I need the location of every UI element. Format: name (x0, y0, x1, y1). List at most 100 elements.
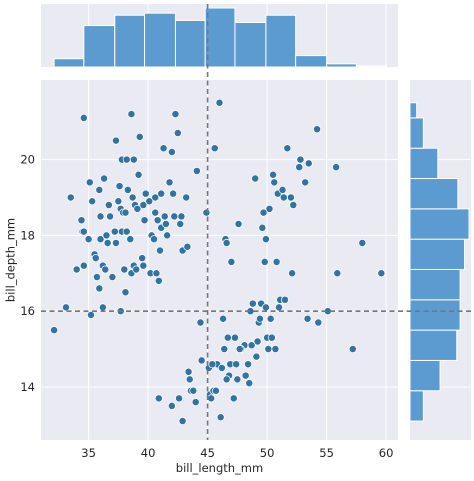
data-point (156, 246, 164, 255)
data-point (265, 204, 274, 213)
scatter-points (50, 98, 386, 426)
data-point (220, 345, 229, 354)
data-point (219, 314, 228, 323)
data-point (258, 223, 267, 232)
data-point (234, 220, 243, 228)
data-point (87, 310, 95, 319)
data-point (114, 197, 123, 206)
data-point (260, 257, 269, 266)
data-point (163, 231, 172, 240)
data-point (79, 261, 88, 270)
data-point (348, 345, 357, 354)
data-point (232, 360, 241, 369)
data-point (279, 193, 288, 202)
data-point (159, 144, 168, 153)
data-point (266, 314, 275, 323)
data-point (185, 375, 194, 384)
data-point (77, 216, 86, 225)
data-point (120, 265, 129, 274)
data-point (151, 193, 160, 202)
data-point (123, 185, 132, 194)
reference-lines (41, 4, 471, 440)
data-point (247, 341, 256, 350)
data-point (134, 170, 143, 179)
data-point (271, 345, 280, 354)
histogram-bar (234, 21, 267, 68)
data-point (91, 254, 100, 263)
histogram-bar (409, 299, 461, 331)
data-point (333, 269, 342, 278)
histogram-bar (409, 359, 441, 392)
data-point (98, 303, 107, 312)
data-point (211, 386, 220, 395)
data-point (377, 269, 386, 278)
data-point (121, 208, 130, 217)
data-point (269, 170, 277, 179)
data-point (112, 136, 120, 145)
histogram-bar (204, 7, 236, 68)
data-point (303, 314, 312, 323)
histogram-bar (409, 208, 470, 240)
marginal-y-histogram (409, 80, 471, 440)
data-point (216, 413, 225, 422)
plot-background (41, 80, 398, 440)
data-point (85, 178, 94, 187)
data-point (183, 242, 192, 251)
x-tick-label: 50 (260, 446, 275, 460)
data-point (296, 155, 305, 164)
data-point (248, 299, 257, 308)
data-point (202, 208, 211, 217)
data-point (227, 257, 236, 266)
data-point (177, 212, 186, 221)
data-point (122, 155, 131, 164)
data-point (184, 367, 193, 376)
histogram-bar (409, 117, 424, 149)
data-point (251, 174, 260, 183)
data-point (301, 178, 310, 187)
data-point (127, 110, 136, 119)
data-point (283, 144, 292, 153)
data-point (272, 257, 281, 266)
data-point (108, 273, 117, 282)
data-point (252, 352, 261, 361)
data-point (104, 201, 113, 210)
x-tick-label: 35 (81, 446, 96, 460)
data-point (122, 227, 131, 236)
x-tick-label: 45 (200, 446, 215, 460)
data-point (101, 265, 110, 274)
data-point (126, 235, 135, 244)
data-point (173, 129, 182, 138)
data-point (171, 110, 180, 119)
histogram-bar (114, 14, 146, 68)
data-point (259, 208, 268, 217)
data-point (314, 318, 323, 327)
data-point (133, 204, 142, 213)
data-point (62, 303, 70, 312)
histogram-bar (326, 63, 357, 68)
histogram-bar (409, 147, 439, 180)
data-point (191, 398, 200, 407)
y-tick-label: 14 (20, 380, 35, 394)
data-point (72, 265, 81, 274)
data-point (313, 125, 322, 134)
data-point (84, 235, 93, 244)
histogram-bar (409, 390, 424, 422)
data-point (208, 360, 217, 369)
data-point (88, 197, 97, 206)
histogram-bar (409, 102, 418, 119)
data-point (95, 284, 104, 293)
x-tick-label: 60 (379, 446, 394, 460)
data-point (192, 166, 201, 175)
y-axis-ticks: 14 16 18 20 (20, 153, 35, 394)
data-point (332, 163, 341, 172)
data-point (196, 318, 205, 327)
data-point (139, 261, 148, 270)
data-point (264, 345, 273, 354)
data-point (231, 333, 239, 342)
data-point (207, 394, 216, 403)
data-point (217, 364, 226, 372)
data-point (289, 201, 298, 210)
data-point (197, 356, 206, 365)
data-point (288, 269, 297, 278)
